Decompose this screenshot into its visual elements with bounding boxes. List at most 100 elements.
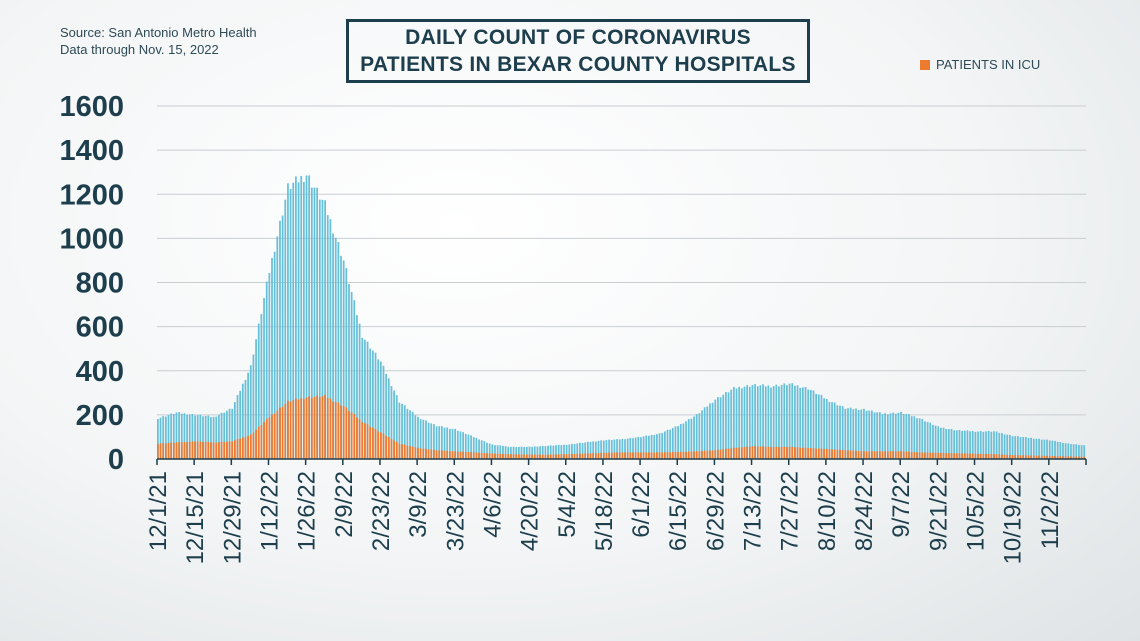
x-tick-label: 12/15/21 (182, 471, 209, 564)
bar-icu (159, 443, 162, 459)
x-tick-label: 3/23/22 (442, 471, 469, 551)
y-tick-label: 600 (76, 312, 124, 344)
x-axis-ticks: 12/1/21 12/15/21 12/29/21 1/12/22 1/26/22 2/9… (145, 459, 1087, 564)
bar-icu (377, 431, 380, 459)
bar-icu (610, 452, 613, 459)
x-tick-label: 8/24/22 (851, 471, 878, 551)
bar-icu (1048, 455, 1051, 459)
bar-icu (969, 453, 971, 459)
bar-icu (1035, 455, 1038, 459)
bar-icu (836, 449, 839, 459)
bar-icu (963, 453, 966, 459)
x-tick-label: 4/6/22 (479, 471, 506, 538)
bar-icu (738, 447, 741, 459)
bar-icu (507, 454, 510, 459)
bar-total (624, 439, 626, 459)
bar-icu (419, 448, 422, 459)
bar-icu (557, 454, 560, 459)
bar-total (544, 446, 547, 459)
bar-total (172, 414, 175, 459)
bar-icu (714, 450, 717, 459)
y-tick-label: 1200 (59, 179, 124, 211)
bar-total (682, 423, 685, 459)
bar-icu (199, 441, 202, 459)
bar-total (1072, 444, 1075, 459)
bar-total (695, 414, 698, 459)
bar-total (932, 424, 934, 459)
bar-total (910, 416, 913, 459)
bar-icu (409, 446, 411, 459)
bar-total (955, 430, 958, 459)
bar-icu (1070, 456, 1072, 459)
bar-icu (722, 449, 725, 459)
bar-total (268, 272, 271, 459)
bar-total (1009, 434, 1011, 459)
bar-icu (571, 453, 573, 459)
bar-icu (1032, 455, 1035, 459)
bar-total (719, 397, 722, 459)
bar-icu (395, 441, 398, 459)
bar-total (873, 412, 876, 459)
bar-total (443, 427, 446, 459)
bar-icu (979, 453, 982, 459)
bar-total (756, 386, 759, 459)
bar-total (613, 439, 616, 459)
bar-icu (417, 447, 419, 459)
bar-total (1048, 440, 1051, 459)
bar-total (1024, 436, 1027, 459)
bar-total (934, 425, 937, 459)
bar-icu (889, 451, 892, 459)
bar-icu (584, 453, 587, 459)
bar-icu (945, 453, 948, 459)
bar-total (1059, 442, 1062, 459)
bar-icu (244, 437, 247, 459)
bar-icu (940, 452, 942, 459)
bar-icu (196, 441, 199, 459)
legend: PATIENTS IN ICU (920, 57, 1040, 72)
x-tick-label: 7/13/22 (740, 471, 767, 551)
bar-icu (486, 453, 488, 459)
bar-total (456, 430, 459, 459)
bar-total (1070, 444, 1072, 459)
x-tick-label: 6/29/22 (702, 471, 729, 551)
bar-icu (932, 452, 934, 459)
bar-icu (353, 413, 356, 459)
x-tick-label: 12/1/21 (145, 471, 172, 551)
bar-icu (751, 446, 754, 459)
bar-icu (817, 448, 820, 459)
bar-total (783, 383, 786, 459)
bar-total (188, 414, 191, 459)
bar-total (706, 406, 709, 459)
bar-total (167, 415, 170, 459)
bar-icu (318, 397, 321, 459)
bar-total (438, 426, 441, 459)
bar-icu (602, 452, 605, 459)
bar-total (366, 341, 369, 459)
bar-total (204, 415, 207, 459)
bar-total (207, 415, 210, 459)
bar-total (924, 421, 926, 459)
bar-total (183, 413, 186, 459)
bar-icu (759, 446, 762, 459)
bar-total (828, 401, 831, 459)
bar-icu (823, 448, 825, 459)
bar-icu (894, 451, 897, 459)
bar-icu (555, 454, 557, 459)
bar-total (199, 414, 202, 459)
bar-icu (648, 452, 650, 459)
legend-icu-label: PATIENTS IN ICU (936, 57, 1041, 72)
bar-icu (451, 451, 454, 459)
bar-icu (210, 442, 212, 459)
bar-icu (366, 424, 369, 459)
bar-icu (467, 452, 470, 459)
bar-total (679, 424, 682, 459)
bar-total (568, 444, 571, 459)
bar-total (557, 444, 560, 459)
x-tick-label: 12/29/21 (219, 471, 246, 564)
bar-icu (727, 448, 730, 459)
bar-icu (231, 441, 234, 459)
bar-total (825, 398, 828, 459)
bar-icu (786, 447, 788, 459)
bar-icu (764, 446, 767, 459)
bar-icu (183, 441, 186, 459)
